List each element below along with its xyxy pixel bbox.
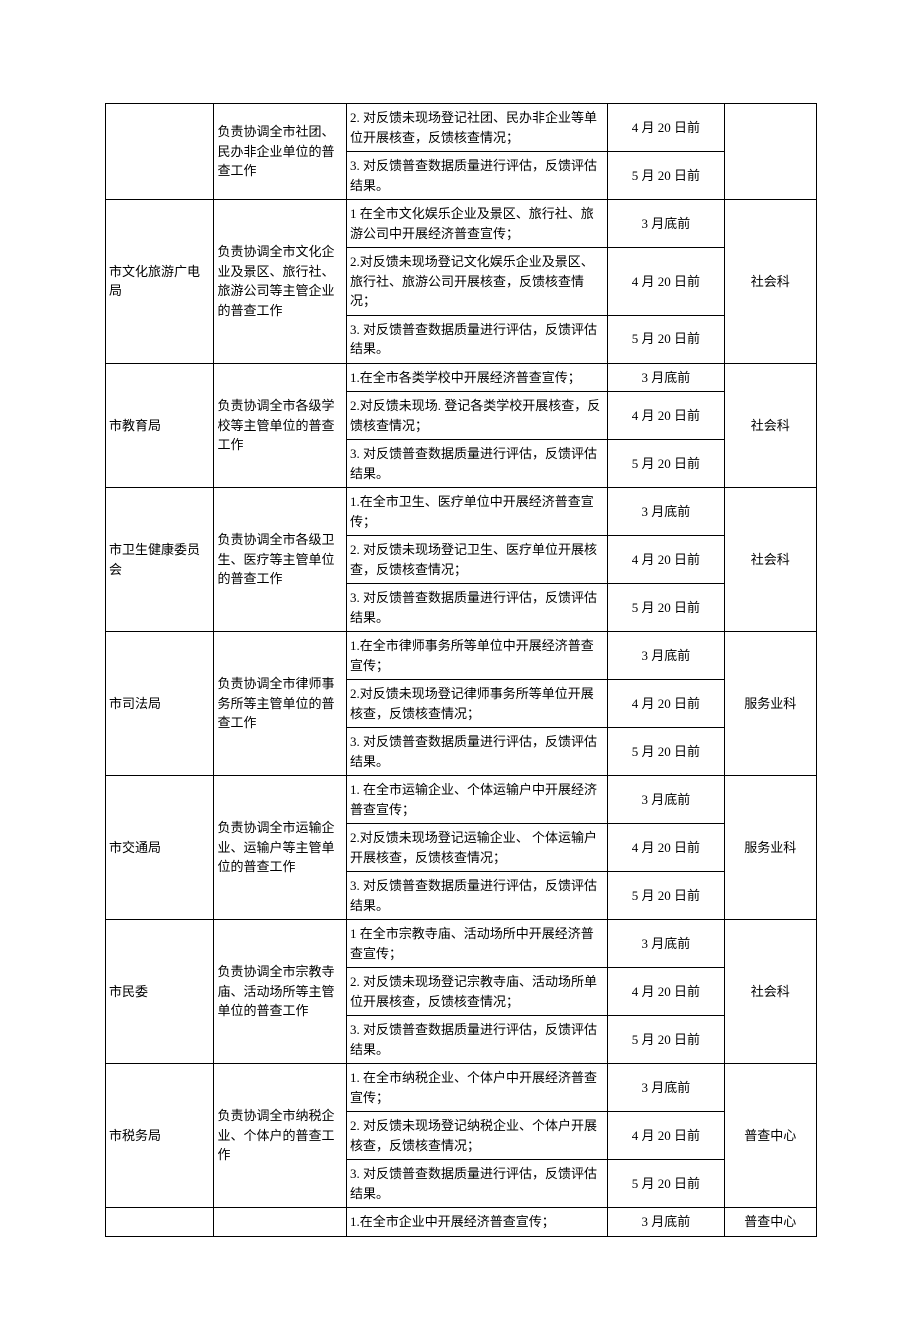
section-cell: 服务业科	[724, 776, 816, 920]
task-cell: 1.在全市卫生、医疗单位中开展经济普查宣传；	[347, 488, 608, 536]
task-cell: 2. 对反馈未现场登记宗教寺庙、活动场所单位开展核查，反馈核查情况；	[347, 968, 608, 1016]
dept-cell: 市交通局	[106, 776, 214, 920]
task-cell: 1.在全市律师事务所等单位中开展经济普查宣传；	[347, 632, 608, 680]
deadline-cell: 3 月底前	[608, 200, 724, 248]
duty-cell	[214, 1208, 347, 1237]
task-cell: 3. 对反馈普查数据质量进行评估，反馈评估结果。	[347, 1016, 608, 1064]
deadline-cell: 5 月 20 日前	[608, 440, 724, 488]
deadline-cell: 3 月底前	[608, 363, 724, 392]
deadline-cell: 3 月底前	[608, 488, 724, 536]
census-task-table: 负责协调全市社团、民办非企业单位的普查工作2. 对反馈未现场登记社团、民办非企业…	[105, 103, 817, 1237]
task-cell: 3. 对反馈普查数据质量进行评估，反馈评估结果。	[347, 315, 608, 363]
section-cell: 社会科	[724, 363, 816, 488]
deadline-cell: 4 月 20 日前	[608, 104, 724, 152]
deadline-cell: 3 月底前	[608, 632, 724, 680]
section-cell	[724, 104, 816, 200]
deadline-cell: 3 月底前	[608, 920, 724, 968]
dept-cell: 市卫生健康委员会	[106, 488, 214, 632]
deadline-cell: 5 月 20 日前	[608, 728, 724, 776]
deadline-cell: 5 月 20 日前	[608, 872, 724, 920]
duty-cell: 负责协调全市运输企业、运输户等主管单位的普查工作	[214, 776, 347, 920]
task-cell: 1 在全市文化娱乐企业及景区、旅行社、旅游公司中开展经济普查宣传；	[347, 200, 608, 248]
table-row: 市税务局负责协调全市纳税企业、个体户的普查工作1. 在全市纳税企业、个体户中开展…	[106, 1064, 817, 1112]
task-cell: 1.在全市各类学校中开展经济普查宣传；	[347, 363, 608, 392]
deadline-cell: 3 月底前	[608, 1064, 724, 1112]
dept-cell	[106, 1208, 214, 1237]
dept-cell: 市文化旅游广电局	[106, 200, 214, 364]
duty-cell: 负责协调全市宗教寺庙、活动场所等主管单位的普查工作	[214, 920, 347, 1064]
table-row: 市文化旅游广电局负责协调全市文化企业及景区、旅行社、旅游公司等主管企业的普查工作…	[106, 200, 817, 248]
dept-cell: 市税务局	[106, 1064, 214, 1208]
deadline-cell: 4 月 20 日前	[608, 968, 724, 1016]
deadline-cell: 5 月 20 日前	[608, 584, 724, 632]
deadline-cell: 3 月底前	[608, 776, 724, 824]
deadline-cell: 4 月 20 日前	[608, 680, 724, 728]
deadline-cell: 4 月 20 日前	[608, 1112, 724, 1160]
task-cell: 2.对反馈未现场登记律师事务所等单位开展核查，反馈核查情况；	[347, 680, 608, 728]
section-cell: 服务业科	[724, 632, 816, 776]
section-cell: 社会科	[724, 200, 816, 364]
deadline-cell: 5 月 20 日前	[608, 1160, 724, 1208]
duty-cell: 负责协调全市纳税企业、个体户的普查工作	[214, 1064, 347, 1208]
task-cell: 2. 对反馈未现场登记纳税企业、个体户开展核查，反馈核查情况；	[347, 1112, 608, 1160]
task-cell: 3. 对反馈普查数据质量进行评估，反馈评估结果。	[347, 728, 608, 776]
dept-cell: 市教育局	[106, 363, 214, 488]
table-row: 负责协调全市社团、民办非企业单位的普查工作2. 对反馈未现场登记社团、民办非企业…	[106, 104, 817, 152]
table-row: 市司法局负责协调全市律师事务所等主管单位的普查工作1.在全市律师事务所等单位中开…	[106, 632, 817, 680]
duty-cell: 负责协调全市各级卫生、医疗等主管单位的普查工作	[214, 488, 347, 632]
task-cell: 2.对反馈未现场. 登记各类学校开展核查，反馈核查情况；	[347, 392, 608, 440]
section-cell: 社会科	[724, 920, 816, 1064]
section-cell: 社会科	[724, 488, 816, 632]
task-cell: 1.在全市企业中开展经济普查宣传；	[347, 1208, 608, 1237]
table-row: 市民委负责协调全市宗教寺庙、活动场所等主管单位的普查工作1 在全市宗教寺庙、活动…	[106, 920, 817, 968]
task-cell: 3. 对反馈普查数据质量进行评估，反馈评估结果。	[347, 872, 608, 920]
deadline-cell: 4 月 20 日前	[608, 392, 724, 440]
task-cell: 2. 对反馈未现场登记社团、民办非企业等单位开展核查，反馈核查情况；	[347, 104, 608, 152]
dept-cell: 市司法局	[106, 632, 214, 776]
dept-cell: 市民委	[106, 920, 214, 1064]
deadline-cell: 4 月 20 日前	[608, 536, 724, 584]
task-cell: 3. 对反馈普查数据质量进行评估，反馈评估结果。	[347, 1160, 608, 1208]
deadline-cell: 5 月 20 日前	[608, 315, 724, 363]
task-cell: 2. 对反馈未现场登记卫生、医疗单位开展核查，反馈核查情况；	[347, 536, 608, 584]
task-cell: 3. 对反馈普查数据质量进行评估，反馈评估结果。	[347, 152, 608, 200]
task-cell: 2.对反馈未现场登记运输企业、 个体运输户开展核查，反馈核查情况；	[347, 824, 608, 872]
deadline-cell: 4 月 20 日前	[608, 248, 724, 316]
deadline-cell: 5 月 20 日前	[608, 152, 724, 200]
task-cell: 1 在全市宗教寺庙、活动场所中开展经济普查宣传；	[347, 920, 608, 968]
task-cell: 3. 对反馈普查数据质量进行评估，反馈评估结果。	[347, 440, 608, 488]
dept-cell	[106, 104, 214, 200]
deadline-cell: 3 月底前	[608, 1208, 724, 1237]
section-cell: 普查中心	[724, 1208, 816, 1237]
table-row: 市卫生健康委员会负责协调全市各级卫生、医疗等主管单位的普查工作1.在全市卫生、医…	[106, 488, 817, 536]
duty-cell: 负责协调全市各级学校等主管单位的普查工作	[214, 363, 347, 488]
table-row: 市交通局负责协调全市运输企业、运输户等主管单位的普查工作1. 在全市运输企业、个…	[106, 776, 817, 824]
table-row: 1.在全市企业中开展经济普查宣传；3 月底前普查中心	[106, 1208, 817, 1237]
task-cell: 1. 在全市运输企业、个体运输户中开展经济普查宣传；	[347, 776, 608, 824]
deadline-cell: 4 月 20 日前	[608, 824, 724, 872]
duty-cell: 负责协调全市律师事务所等主管单位的普查工作	[214, 632, 347, 776]
task-cell: 2.对反馈未现场登记文化娱乐企业及景区、旅行社、旅游公司开展核查，反馈核查情况；	[347, 248, 608, 316]
section-cell: 普查中心	[724, 1064, 816, 1208]
table-row: 市教育局负责协调全市各级学校等主管单位的普查工作1.在全市各类学校中开展经济普查…	[106, 363, 817, 392]
duty-cell: 负责协调全市社团、民办非企业单位的普查工作	[214, 104, 347, 200]
duty-cell: 负责协调全市文化企业及景区、旅行社、旅游公司等主管企业的普查工作	[214, 200, 347, 364]
deadline-cell: 5 月 20 日前	[608, 1016, 724, 1064]
task-cell: 3. 对反馈普查数据质量进行评估，反馈评估结果。	[347, 584, 608, 632]
task-cell: 1. 在全市纳税企业、个体户中开展经济普查宣传；	[347, 1064, 608, 1112]
